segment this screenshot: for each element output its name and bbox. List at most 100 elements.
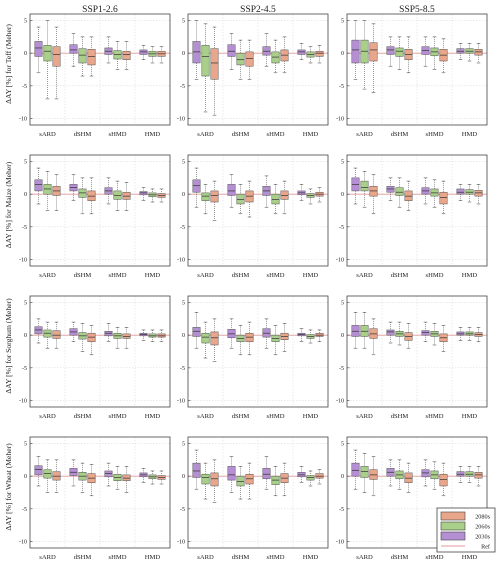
box-dSHM-2060s	[395, 321, 404, 346]
xtick-label: HMD	[145, 413, 161, 420]
legend-label-2080s: 2080s	[475, 514, 490, 521]
ytick-label: -5	[22, 225, 27, 231]
xtick-label: sARD	[197, 554, 214, 561]
box-iqr	[87, 49, 96, 66]
box-iqr	[210, 331, 219, 346]
panel-frame	[346, 13, 488, 126]
box-iqr	[386, 329, 395, 336]
panel-frame	[29, 436, 171, 549]
box-sARD-2060s	[43, 171, 52, 211]
ytick-label: -10	[336, 116, 344, 122]
box-sHMD-2060s	[271, 39, 280, 74]
box-HMD-2080s	[474, 184, 483, 205]
box-sARD-2030s	[351, 167, 360, 205]
panel-frame	[29, 154, 171, 267]
ytick-label: 0	[182, 51, 185, 57]
xtick-label: dSHM	[391, 131, 409, 138]
box-sARD-2080s	[210, 180, 219, 221]
box-sHMD-2030s	[421, 36, 430, 67]
box-HMD-2030s	[456, 184, 465, 202]
box-sHMD-2080s	[280, 462, 289, 497]
box-dSHM-2030s	[69, 321, 78, 343]
box-HMD-2060s	[148, 188, 157, 203]
box-iqr	[262, 468, 271, 480]
ytick-label: 5	[341, 442, 344, 448]
xtick-label: dSHM	[391, 413, 409, 420]
box-sHMD-2080s	[439, 38, 448, 74]
ytick-label: -10	[19, 398, 27, 404]
ytick-label: -5	[22, 366, 27, 372]
xtick-label: sHMD	[267, 131, 285, 138]
panel-r4-c3: 5 0 -5 -10 sARD dSHM sHMD HMD	[336, 436, 488, 561]
box-dSHM-2060s	[395, 459, 404, 490]
ytick-label: -10	[177, 539, 185, 545]
box-sHMD-2060s	[430, 36, 439, 70]
box-HMD-2080s	[315, 45, 324, 64]
xtick-label: dSHM	[232, 554, 250, 561]
box-dSHM-2030s	[386, 459, 395, 487]
xtick-label: sARD	[39, 131, 56, 138]
box-sHMD-2080s	[122, 41, 131, 70]
box-sHMD-2080s	[439, 180, 448, 215]
xtick-label: dSHM	[232, 413, 250, 420]
xtick-label: HMD	[145, 554, 161, 561]
box-sARD-2080s	[369, 174, 378, 215]
ytick-label: 0	[182, 192, 185, 198]
box-iqr	[456, 188, 465, 195]
box-HMD-2080s	[157, 188, 166, 203]
legend-swatch-2060s	[440, 521, 466, 531]
box-dSHM-2080s	[245, 321, 254, 356]
box-iqr	[351, 39, 360, 64]
ytick-label: 5	[182, 19, 185, 25]
box-HMD-2080s	[315, 469, 324, 485]
box-dSHM-2080s	[404, 323, 413, 349]
xtick-label: HMD	[303, 272, 319, 279]
xtick-label: sHMD	[426, 131, 444, 138]
box-sHMD-2060s	[113, 327, 122, 349]
ytick-label: 0	[341, 474, 344, 480]
ytick-label: -10	[19, 539, 27, 545]
ytick-label: -5	[180, 84, 185, 90]
box-sHMD-2030s	[421, 321, 430, 343]
xtick-label: HMD	[303, 413, 319, 420]
box-HMD-2030s	[139, 45, 148, 61]
box-dSHM-2080s	[245, 39, 254, 80]
box-HMD-2060s	[306, 46, 315, 64]
box-sHMD-2060s	[113, 41, 122, 70]
box-sHMD-2080s	[280, 180, 289, 215]
box-dSHM-2060s	[395, 36, 404, 70]
xtick-label: sARD	[356, 131, 373, 138]
box-HMD-2080s	[157, 470, 166, 485]
box-sHMD-2060s	[430, 179, 439, 208]
xtick-label: sARD	[356, 554, 373, 561]
ytick-label: -10	[336, 257, 344, 263]
box-sARD-2060s	[360, 171, 369, 208]
box-dSHM-2030s	[386, 177, 395, 202]
box-iqr	[395, 187, 404, 196]
box-iqr	[439, 191, 448, 205]
box-iqr	[439, 473, 448, 487]
ytick-label: 0	[24, 51, 27, 57]
box-sARD-2080s	[52, 459, 61, 493]
box-sARD-2030s	[34, 167, 43, 205]
box-HMD-2080s	[474, 43, 483, 64]
box-HMD-2080s	[315, 187, 324, 203]
ytick-label: 5	[24, 160, 27, 166]
box-dSHM-2080s	[404, 462, 413, 493]
box-dSHM-2030s	[386, 321, 395, 344]
ytick-label: -10	[177, 398, 185, 404]
xtick-label: HMD	[303, 554, 319, 561]
panel-r3-c3: 5 0 -5 -10 sARD dSHM sHMD HMD	[336, 295, 488, 420]
panel-frame	[187, 154, 329, 267]
box-sHMD-2080s	[439, 462, 448, 497]
box-dSHM-2060s	[236, 184, 245, 215]
box-dSHM-2080s	[87, 325, 96, 356]
xtick-label: dSHM	[74, 413, 92, 420]
xtick-label: sARD	[197, 131, 214, 138]
box-dSHM-2080s	[87, 36, 96, 77]
box-iqr	[227, 466, 236, 481]
ytick-label: 5	[24, 19, 27, 25]
ytick-label: 5	[24, 442, 27, 448]
panel-r3-c2: 5 0 -5 -10 sARD dSHM sHMD HMD	[177, 295, 329, 420]
